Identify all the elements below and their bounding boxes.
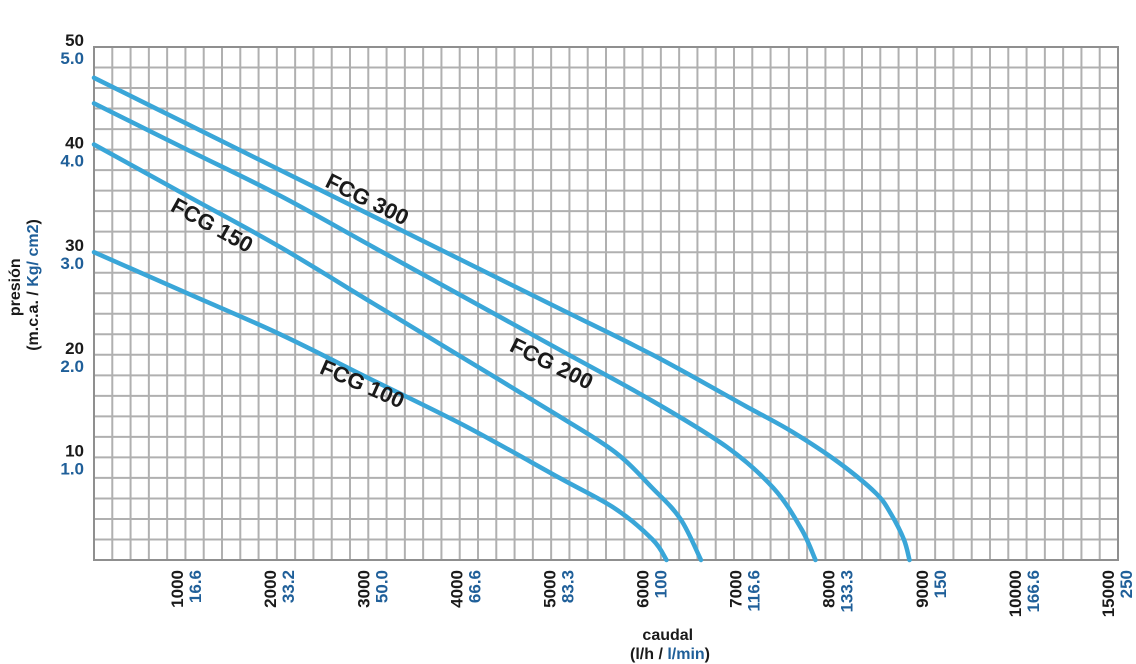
y-tick-label-primary: 40 (65, 134, 84, 153)
y-tick-labels: 101.0 202.0 303.0 404.0 505.0 (60, 31, 84, 478)
x-tick-labels: 1000 16.6 2000 33.2 3000 50.0 4000 66.6 5000 83.3… (168, 570, 1136, 617)
grid (93, 46, 1119, 561)
y-axis-title-suffix: ) (25, 219, 42, 224)
x-tick-label-primary: 8000 (820, 570, 839, 608)
x-tick-label-primary: 10000 (1006, 570, 1025, 617)
x-axis-title-suffix: ) (705, 646, 710, 663)
y-axis-title-line2: (m.c.a. / Kg/ cm2) (25, 219, 42, 351)
x-tick-label-secondary: 83.3 (559, 570, 578, 603)
y-tick-label-secondary: 4.0 (60, 152, 84, 171)
y-tick-label-secondary: 5.0 (60, 49, 84, 68)
curve-fcg-150 (91, 142, 704, 563)
y-tick-label-primary: 10 (65, 441, 84, 460)
x-tick-label-primary: 2000 (261, 570, 280, 608)
x-axis-title-prefix: (l/h / (630, 646, 667, 663)
x-tick-label-secondary: 33.2 (279, 570, 298, 603)
y-tick-label-secondary: 1.0 (60, 459, 84, 478)
y-tick-label-primary: 50 (65, 31, 84, 50)
x-tick-label-primary: 6000 (634, 570, 653, 608)
x-axis-title-line1: caudal (642, 627, 693, 644)
x-tick-label-primary: 5000 (541, 570, 560, 608)
curve-fcg-100 (91, 249, 669, 563)
x-tick-label-secondary: 133.3 (838, 570, 857, 613)
x-axis-title: caudal (l/h / l/min) (630, 627, 710, 663)
x-tick-label-secondary: 150 (931, 570, 950, 598)
x-tick-label-primary: 7000 (727, 570, 746, 608)
y-axis-title: presión (m.c.a. / Kg/ cm2) (7, 219, 42, 351)
x-tick-label-secondary: 100 (652, 570, 671, 598)
x-tick-label-secondary: 116.6 (745, 570, 764, 612)
y-axis-title-prefix: (m.c.a. / (25, 287, 42, 351)
y-tick-label-secondary: 3.0 (60, 254, 84, 273)
y-tick-label-secondary: 2.0 (60, 357, 84, 376)
x-tick-label-primary: 15000 (1099, 570, 1118, 617)
x-tick-label-primary: 4000 (447, 570, 466, 608)
x-tick-label-primary: 1000 (168, 570, 187, 608)
x-tick-label-secondary: 166.6 (1024, 570, 1043, 613)
x-tick-label-secondary: 50.0 (372, 570, 391, 603)
x-axis-title-unit: l/min (667, 646, 704, 663)
curve-fcg-300 (91, 75, 912, 563)
y-axis-title-unit: Kg/ cm2 (25, 224, 42, 286)
plot-frame (93, 46, 1119, 561)
curves (91, 75, 912, 563)
x-axis-title-line2: (l/h / l/min) (630, 646, 710, 663)
y-axis-title-line1: presión (7, 258, 24, 316)
x-tick-label-secondary: 16.6 (186, 570, 205, 603)
x-tick-label-primary: 3000 (354, 570, 373, 608)
curve-fcg-200 (91, 101, 818, 563)
x-tick-label-secondary: 250 (1117, 570, 1136, 598)
y-tick-label-primary: 30 (65, 236, 84, 255)
y-tick-label-primary: 20 (65, 339, 84, 358)
x-tick-label-primary: 9000 (913, 570, 932, 608)
x-tick-label-secondary: 66.6 (465, 570, 484, 603)
